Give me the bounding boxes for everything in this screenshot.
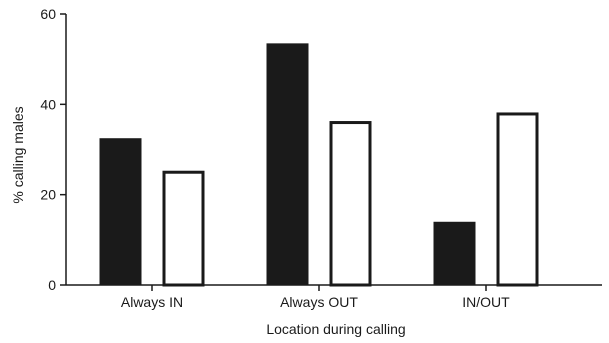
x-ticks-group: Always IN Always OUT IN/OUT [121,285,510,310]
x-tick-label: Always OUT [280,294,358,310]
y-axis-label: % calling males [10,106,26,203]
bar-outline-always-out [329,121,372,287]
y-ticks-group: 0 20 40 60 [40,6,66,293]
bars-group [99,43,539,287]
axes-group [65,14,602,286]
x-tick-label: IN/OUT [462,294,510,310]
bar-solid-always-out [266,43,309,285]
y-tick-label: 0 [48,277,56,293]
bar-outline-always-in [162,170,205,287]
x-tick-label: Always IN [121,294,183,310]
x-axis-label: Location during calling [266,321,405,337]
y-tick-label: 40 [40,96,56,112]
bar-outline-in-out [496,112,539,287]
y-tick-label: 60 [40,6,56,22]
bar-solid-in-out [433,221,476,285]
bar-solid-always-in [99,138,142,285]
y-tick-label: 20 [40,187,56,203]
